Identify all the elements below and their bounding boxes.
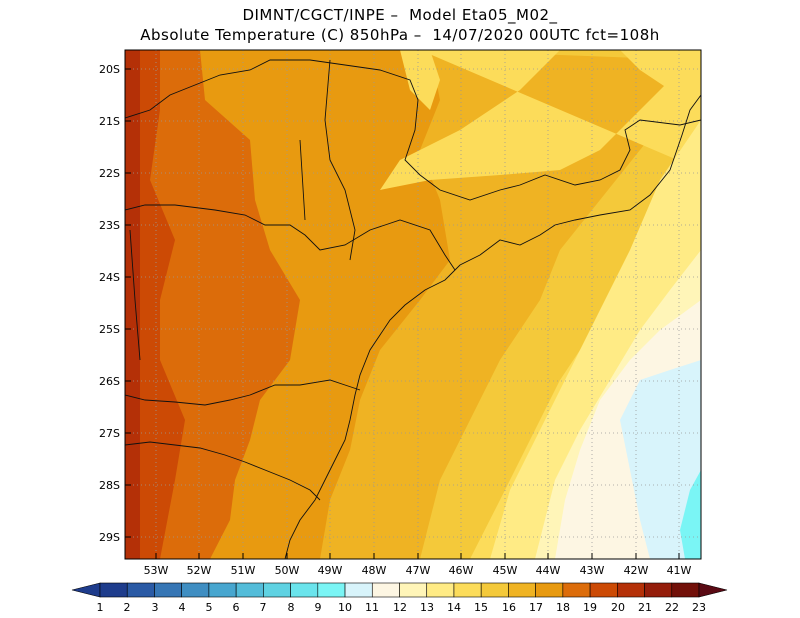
chart-title-line2: Absolute Temperature (C) 850hPa – 14/07/… bbox=[140, 26, 660, 44]
lat-label: 27S bbox=[99, 427, 120, 440]
lon-label: 44W bbox=[536, 564, 561, 577]
colorbar-swatch bbox=[154, 582, 182, 598]
lon-label: 47W bbox=[406, 564, 431, 577]
colorbar-labels: 1 2 3 4 5 6 7 8 9 10 11 12 13 14 15 16 1… bbox=[97, 601, 707, 614]
colorbar-swatch bbox=[426, 582, 455, 598]
colorbar-swatch bbox=[99, 582, 128, 598]
lon-label: 50W bbox=[275, 564, 300, 577]
colorbar-swatch bbox=[290, 582, 319, 598]
lon-label: 53W bbox=[144, 564, 169, 577]
lon-label: 51W bbox=[231, 564, 256, 577]
colorbar-label: 6 bbox=[233, 601, 240, 614]
colorbar-label: 5 bbox=[206, 601, 213, 614]
colorbar-swatch bbox=[644, 582, 673, 598]
temperature-field bbox=[125, 50, 701, 559]
colorbar-swatch bbox=[671, 582, 700, 598]
lat-label: 28S bbox=[99, 479, 120, 492]
colorbar-label: 9 bbox=[315, 601, 322, 614]
lon-label: 49W bbox=[318, 564, 343, 577]
colorbar-arrow-low bbox=[71, 582, 101, 598]
colorbar-swatch bbox=[589, 582, 618, 598]
borders bbox=[125, 59, 701, 559]
colorbar-swatch bbox=[208, 582, 237, 598]
colorbar-swatch bbox=[344, 582, 373, 598]
colorbar-swatch bbox=[371, 582, 400, 598]
colorbar-swatch bbox=[453, 582, 482, 598]
colorbar-label: 14 bbox=[447, 601, 461, 614]
lon-label: 46W bbox=[449, 564, 474, 577]
map-frame bbox=[124, 49, 702, 560]
lat-label: 21S bbox=[99, 115, 120, 128]
colorbar-label: 16 bbox=[502, 601, 516, 614]
colorbar-label: 18 bbox=[556, 601, 570, 614]
colorbar-swatch bbox=[480, 582, 509, 598]
colorbar-label: 22 bbox=[665, 601, 679, 614]
colorbar bbox=[71, 582, 728, 598]
lat-label: 26S bbox=[99, 375, 120, 388]
colorbar-label: 1 bbox=[97, 601, 104, 614]
lon-label: 48W bbox=[362, 564, 387, 577]
colorbar-swatch bbox=[535, 582, 564, 598]
lat-label: 29S bbox=[99, 531, 120, 544]
colorbar-label: 7 bbox=[260, 601, 267, 614]
colorbar-label: 8 bbox=[288, 601, 295, 614]
colorbar-label: 15 bbox=[474, 601, 488, 614]
graticule bbox=[125, 50, 701, 559]
colorbar-swatch bbox=[126, 582, 155, 598]
chart-title-line1: DIMNT/CGCT/INPE – Model Eta05_M02_ bbox=[242, 6, 558, 24]
colorbar-swatch bbox=[263, 582, 291, 598]
colorbar-label: 20 bbox=[611, 601, 625, 614]
colorbar-label: 10 bbox=[338, 601, 352, 614]
colorbar-label: 13 bbox=[420, 601, 434, 614]
colorbar-label: 19 bbox=[583, 601, 597, 614]
colorbar-swatch bbox=[317, 582, 346, 598]
colorbar-label: 3 bbox=[152, 601, 159, 614]
colorbar-label: 4 bbox=[179, 601, 186, 614]
lon-label: 52W bbox=[187, 564, 212, 577]
lat-label: 20S bbox=[99, 63, 120, 76]
lat-label: 24S bbox=[99, 271, 120, 284]
colorbar-label: 2 bbox=[124, 601, 131, 614]
colorbar-swatch bbox=[508, 582, 536, 598]
latitude-labels: 20S 21S 22S 23S 24S 25S 26S 27S 28S 29S bbox=[99, 63, 120, 544]
colorbar-swatch bbox=[399, 582, 428, 598]
lon-label: 41W bbox=[667, 564, 692, 577]
colorbar-label: 21 bbox=[638, 601, 652, 614]
lon-label: 43W bbox=[580, 564, 605, 577]
lat-label: 25S bbox=[99, 323, 120, 336]
colorbar-swatch bbox=[562, 582, 591, 598]
lat-label: 22S bbox=[99, 167, 120, 180]
colorbar-swatch bbox=[235, 582, 264, 598]
lon-label: 42W bbox=[624, 564, 649, 577]
colorbar-label: 17 bbox=[529, 601, 543, 614]
colorbar-label: 11 bbox=[365, 601, 379, 614]
colorbar-label: 12 bbox=[393, 601, 407, 614]
colorbar-swatch bbox=[617, 582, 645, 598]
colorbar-label: 23 bbox=[692, 601, 706, 614]
lat-label: 23S bbox=[99, 219, 120, 232]
longitude-labels: 53W 52W 51W 50W 49W 48W 47W 46W 45W 44W … bbox=[144, 564, 692, 577]
colorbar-arrow-high bbox=[698, 582, 728, 598]
colorbar-swatch bbox=[181, 582, 210, 598]
lon-label: 45W bbox=[493, 564, 518, 577]
